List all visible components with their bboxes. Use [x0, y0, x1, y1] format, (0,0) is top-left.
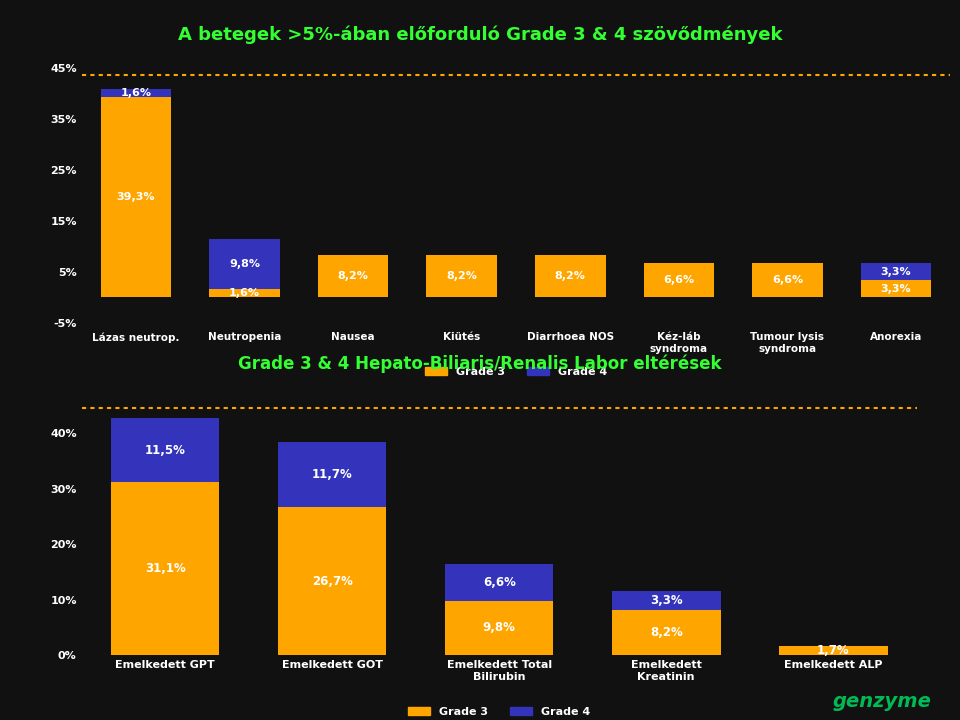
Bar — [643, 264, 714, 297]
Bar — [209, 239, 279, 289]
Bar — [861, 280, 931, 297]
Text: 1,6%: 1,6% — [229, 288, 260, 298]
Text: 8,2%: 8,2% — [555, 271, 586, 281]
Bar — [101, 96, 171, 297]
Legend: Grade 3, Grade 4: Grade 3, Grade 4 — [420, 363, 612, 382]
Text: 1,7%: 1,7% — [817, 644, 850, 657]
Text: 39,3%: 39,3% — [117, 192, 156, 202]
Text: 31,1%: 31,1% — [145, 562, 185, 575]
Bar — [535, 256, 606, 297]
Text: 3,3%: 3,3% — [650, 594, 683, 607]
Legend: Grade 3, Grade 4: Grade 3, Grade 4 — [403, 702, 595, 720]
Bar — [318, 256, 389, 297]
Bar — [209, 289, 279, 297]
Bar — [612, 591, 721, 610]
Bar — [861, 264, 931, 280]
Text: Grade 3 & 4 Hepato-Biliaris/Renalis Labor eltérések: Grade 3 & 4 Hepato-Biliaris/Renalis Labo… — [238, 354, 722, 373]
Bar — [110, 418, 220, 482]
Text: 9,8%: 9,8% — [483, 621, 516, 634]
Text: 6,6%: 6,6% — [663, 275, 694, 285]
Text: 9,8%: 9,8% — [229, 259, 260, 269]
Text: 8,2%: 8,2% — [338, 271, 369, 281]
Bar — [444, 564, 554, 600]
Bar — [277, 507, 387, 655]
Text: 3,3%: 3,3% — [880, 284, 911, 294]
Text: A betegek >5%-ában előforduló Grade 3 & 4 szövődmények: A betegek >5%-ában előforduló Grade 3 & … — [178, 25, 782, 44]
Text: 6,6%: 6,6% — [772, 275, 804, 285]
Text: 11,7%: 11,7% — [312, 468, 352, 481]
Bar — [426, 256, 497, 297]
Text: genzyme: genzyme — [832, 693, 931, 711]
Bar — [101, 89, 171, 96]
Bar — [277, 442, 387, 507]
Text: 1,6%: 1,6% — [120, 88, 152, 98]
Bar — [779, 646, 888, 655]
Text: 26,7%: 26,7% — [312, 575, 352, 588]
Text: 6,6%: 6,6% — [483, 576, 516, 589]
Bar — [444, 600, 554, 655]
Bar — [110, 482, 220, 655]
Text: 3,3%: 3,3% — [880, 267, 911, 276]
Text: 11,5%: 11,5% — [145, 444, 185, 457]
Bar — [753, 264, 823, 297]
Text: 8,2%: 8,2% — [446, 271, 477, 281]
Bar — [612, 610, 721, 655]
Text: 8,2%: 8,2% — [650, 626, 683, 639]
